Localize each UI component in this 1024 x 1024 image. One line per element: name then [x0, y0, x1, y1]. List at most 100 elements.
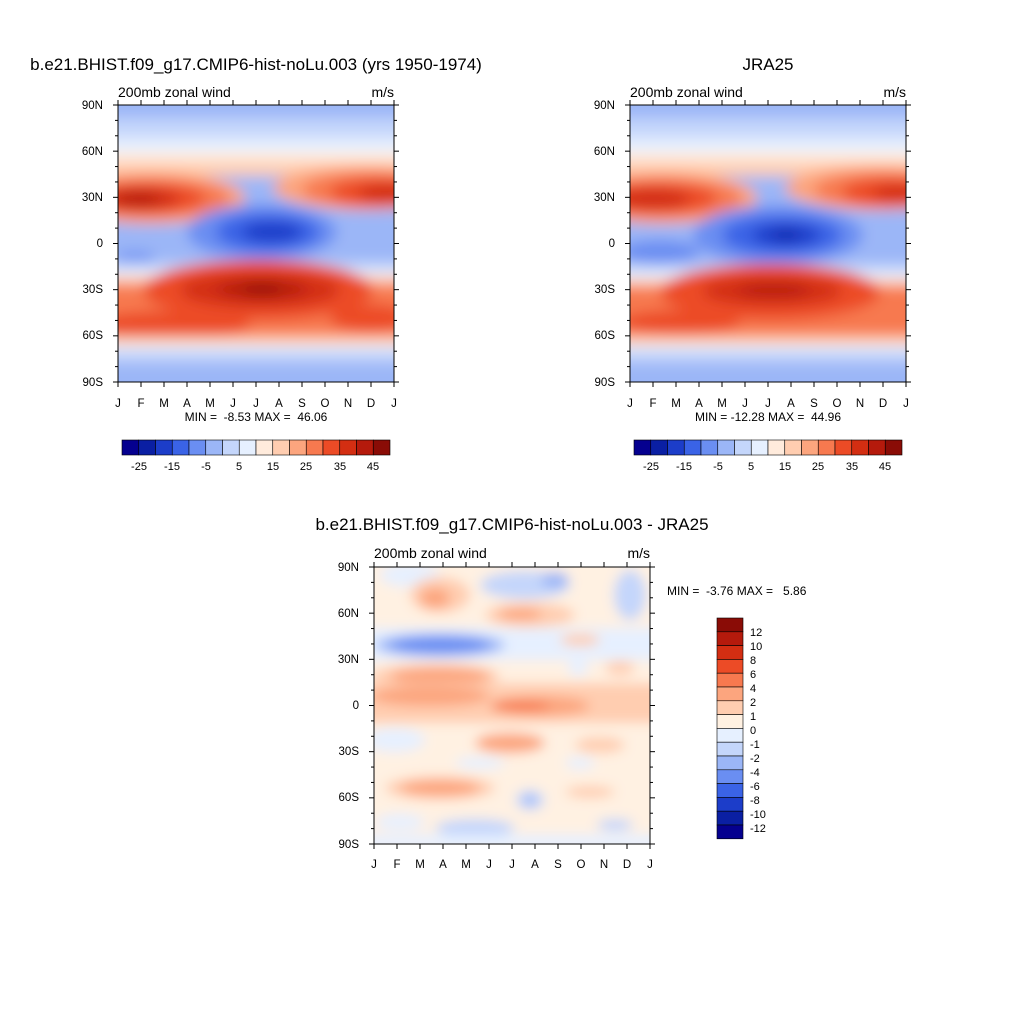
colorbar-swatch: [716, 741, 744, 757]
x-axis: J F M A M J J A S O N D J: [115, 398, 397, 410]
colorbar-swatch: [817, 439, 836, 456]
colorbar-swatch: [716, 810, 744, 826]
units-label: m/s: [883, 84, 906, 100]
colorbar-label: -15: [164, 461, 180, 473]
colorbar-label: -25: [643, 461, 659, 473]
colorbar-label: -6: [750, 781, 760, 793]
y-tick-label: 0: [97, 238, 103, 250]
x-tick-label: A: [275, 398, 283, 410]
y-tick-label: 90N: [594, 100, 615, 112]
x-tick-label: A: [183, 398, 191, 410]
y-tick-label: 0: [609, 238, 615, 250]
x-axis: J F M A M J J A S O N D J: [627, 398, 909, 410]
x-tick-label: D: [879, 398, 887, 410]
x-axis: J F M A M J J A S O N D J: [371, 859, 653, 871]
y-tick-label: 90S: [339, 839, 360, 851]
colorbar-swatch: [851, 439, 869, 456]
colorbar-label: -1: [750, 739, 760, 751]
x-tick-label: M: [717, 398, 727, 410]
y-tick-label: 30N: [338, 654, 359, 666]
y-tick-label: 60S: [83, 330, 104, 342]
panel-title: b.e21.BHIST.f09_g17.CMIP6-hist-noLu.003 …: [315, 515, 708, 534]
colorbar-swatch: [716, 824, 744, 840]
colorbar-swatch: [667, 439, 685, 456]
contour-field: [374, 567, 650, 844]
colorbar-label: -5: [713, 461, 723, 473]
variable-label: 200mb zonal wind: [374, 545, 487, 561]
y-tick-label: 60N: [338, 608, 359, 620]
x-tick-label: J: [253, 398, 259, 410]
panel-difference: b.e21.BHIST.f09_g17.CMIP6-hist-noLu.003 …: [315, 515, 806, 871]
colorbar-swatch: [289, 439, 307, 456]
x-tick-label: F: [393, 859, 400, 871]
y-tick-label: 30S: [595, 284, 616, 296]
colorbar-label: 5: [236, 461, 242, 473]
colorbar-label: 45: [367, 461, 379, 473]
colorbar-label: 0: [750, 725, 756, 737]
x-tick-label: S: [298, 398, 306, 410]
colorbar: -25 -15 -5 5 15 25 35 45: [121, 439, 391, 473]
colorbar-label: 35: [846, 461, 858, 473]
colorbar-swatch: [205, 439, 223, 456]
x-tick-label: M: [415, 859, 425, 871]
colorbar-swatch: [716, 714, 744, 729]
x-tick-label: M: [671, 398, 681, 410]
x-tick-label: D: [623, 859, 631, 871]
y-tick-label: 30S: [339, 746, 360, 758]
units-label: m/s: [371, 84, 394, 100]
x-tick-label: N: [344, 398, 352, 410]
x-tick-label: F: [137, 398, 144, 410]
min-max-text: MIN = -8.53 MAX = 46.06: [185, 410, 328, 424]
y-tick-label: 90S: [595, 377, 616, 389]
y-axis: 90N 60N 30N 0 30S 60S 90S: [82, 100, 103, 389]
x-tick-label: S: [554, 859, 562, 871]
colorbar-swatch: [716, 700, 744, 715]
colorbar-label: -12: [750, 823, 766, 835]
x-tick-label: D: [367, 398, 375, 410]
x-tick-label: J: [371, 859, 377, 871]
x-tick-label: M: [461, 859, 471, 871]
x-tick-label: S: [810, 398, 818, 410]
contour-field: [118, 105, 394, 382]
x-tick-label: J: [115, 398, 121, 410]
y-axis: 90N 60N 30N 0 30S 60S 90S: [594, 100, 615, 389]
colorbar-label: -4: [750, 767, 760, 779]
x-tick-label: A: [531, 859, 539, 871]
x-tick-label: J: [230, 398, 236, 410]
x-tick-label: J: [627, 398, 633, 410]
colorbar-label: 8: [750, 655, 756, 667]
colorbar-swatch: [372, 439, 391, 456]
colorbar-swatch: [138, 439, 156, 456]
colorbar-swatch: [255, 439, 274, 456]
colorbar-label: 1: [750, 711, 756, 723]
colorbar-label: 4: [750, 683, 756, 695]
x-tick-label: M: [205, 398, 215, 410]
colorbar-swatches: [121, 439, 391, 456]
colorbar-swatches: [633, 439, 903, 456]
y-tick-label: 60N: [82, 146, 103, 158]
colorbar-swatch: [868, 439, 886, 456]
x-tick-label: O: [577, 859, 586, 871]
x-tick-label: O: [321, 398, 330, 410]
x-tick-label: J: [509, 859, 515, 871]
units-label: m/s: [627, 545, 650, 561]
y-tick-label: 30N: [82, 192, 103, 204]
contour-field: [630, 105, 906, 382]
colorbar-swatch: [238, 439, 257, 456]
colorbar-swatch: [716, 686, 744, 702]
colorbar: -25 -15 -5 5 15 25 35 45: [633, 439, 903, 473]
colorbar-swatch: [734, 439, 752, 456]
colorbar-swatch: [171, 439, 190, 456]
y-tick-label: 30S: [83, 284, 104, 296]
colorbar-swatch: [801, 439, 819, 456]
colorbar-swatch: [716, 617, 744, 633]
colorbar-swatch: [272, 439, 290, 456]
variable-label: 200mb zonal wind: [118, 84, 231, 100]
y-axis: 90N 60N 30N 0 30S 60S 90S: [338, 562, 359, 851]
colorbar-label: 2: [750, 697, 756, 709]
colorbar-swatch: [716, 645, 744, 660]
colorbar-swatch: [750, 439, 769, 456]
colorbar-label: 5: [748, 461, 754, 473]
x-tick-label: M: [159, 398, 169, 410]
